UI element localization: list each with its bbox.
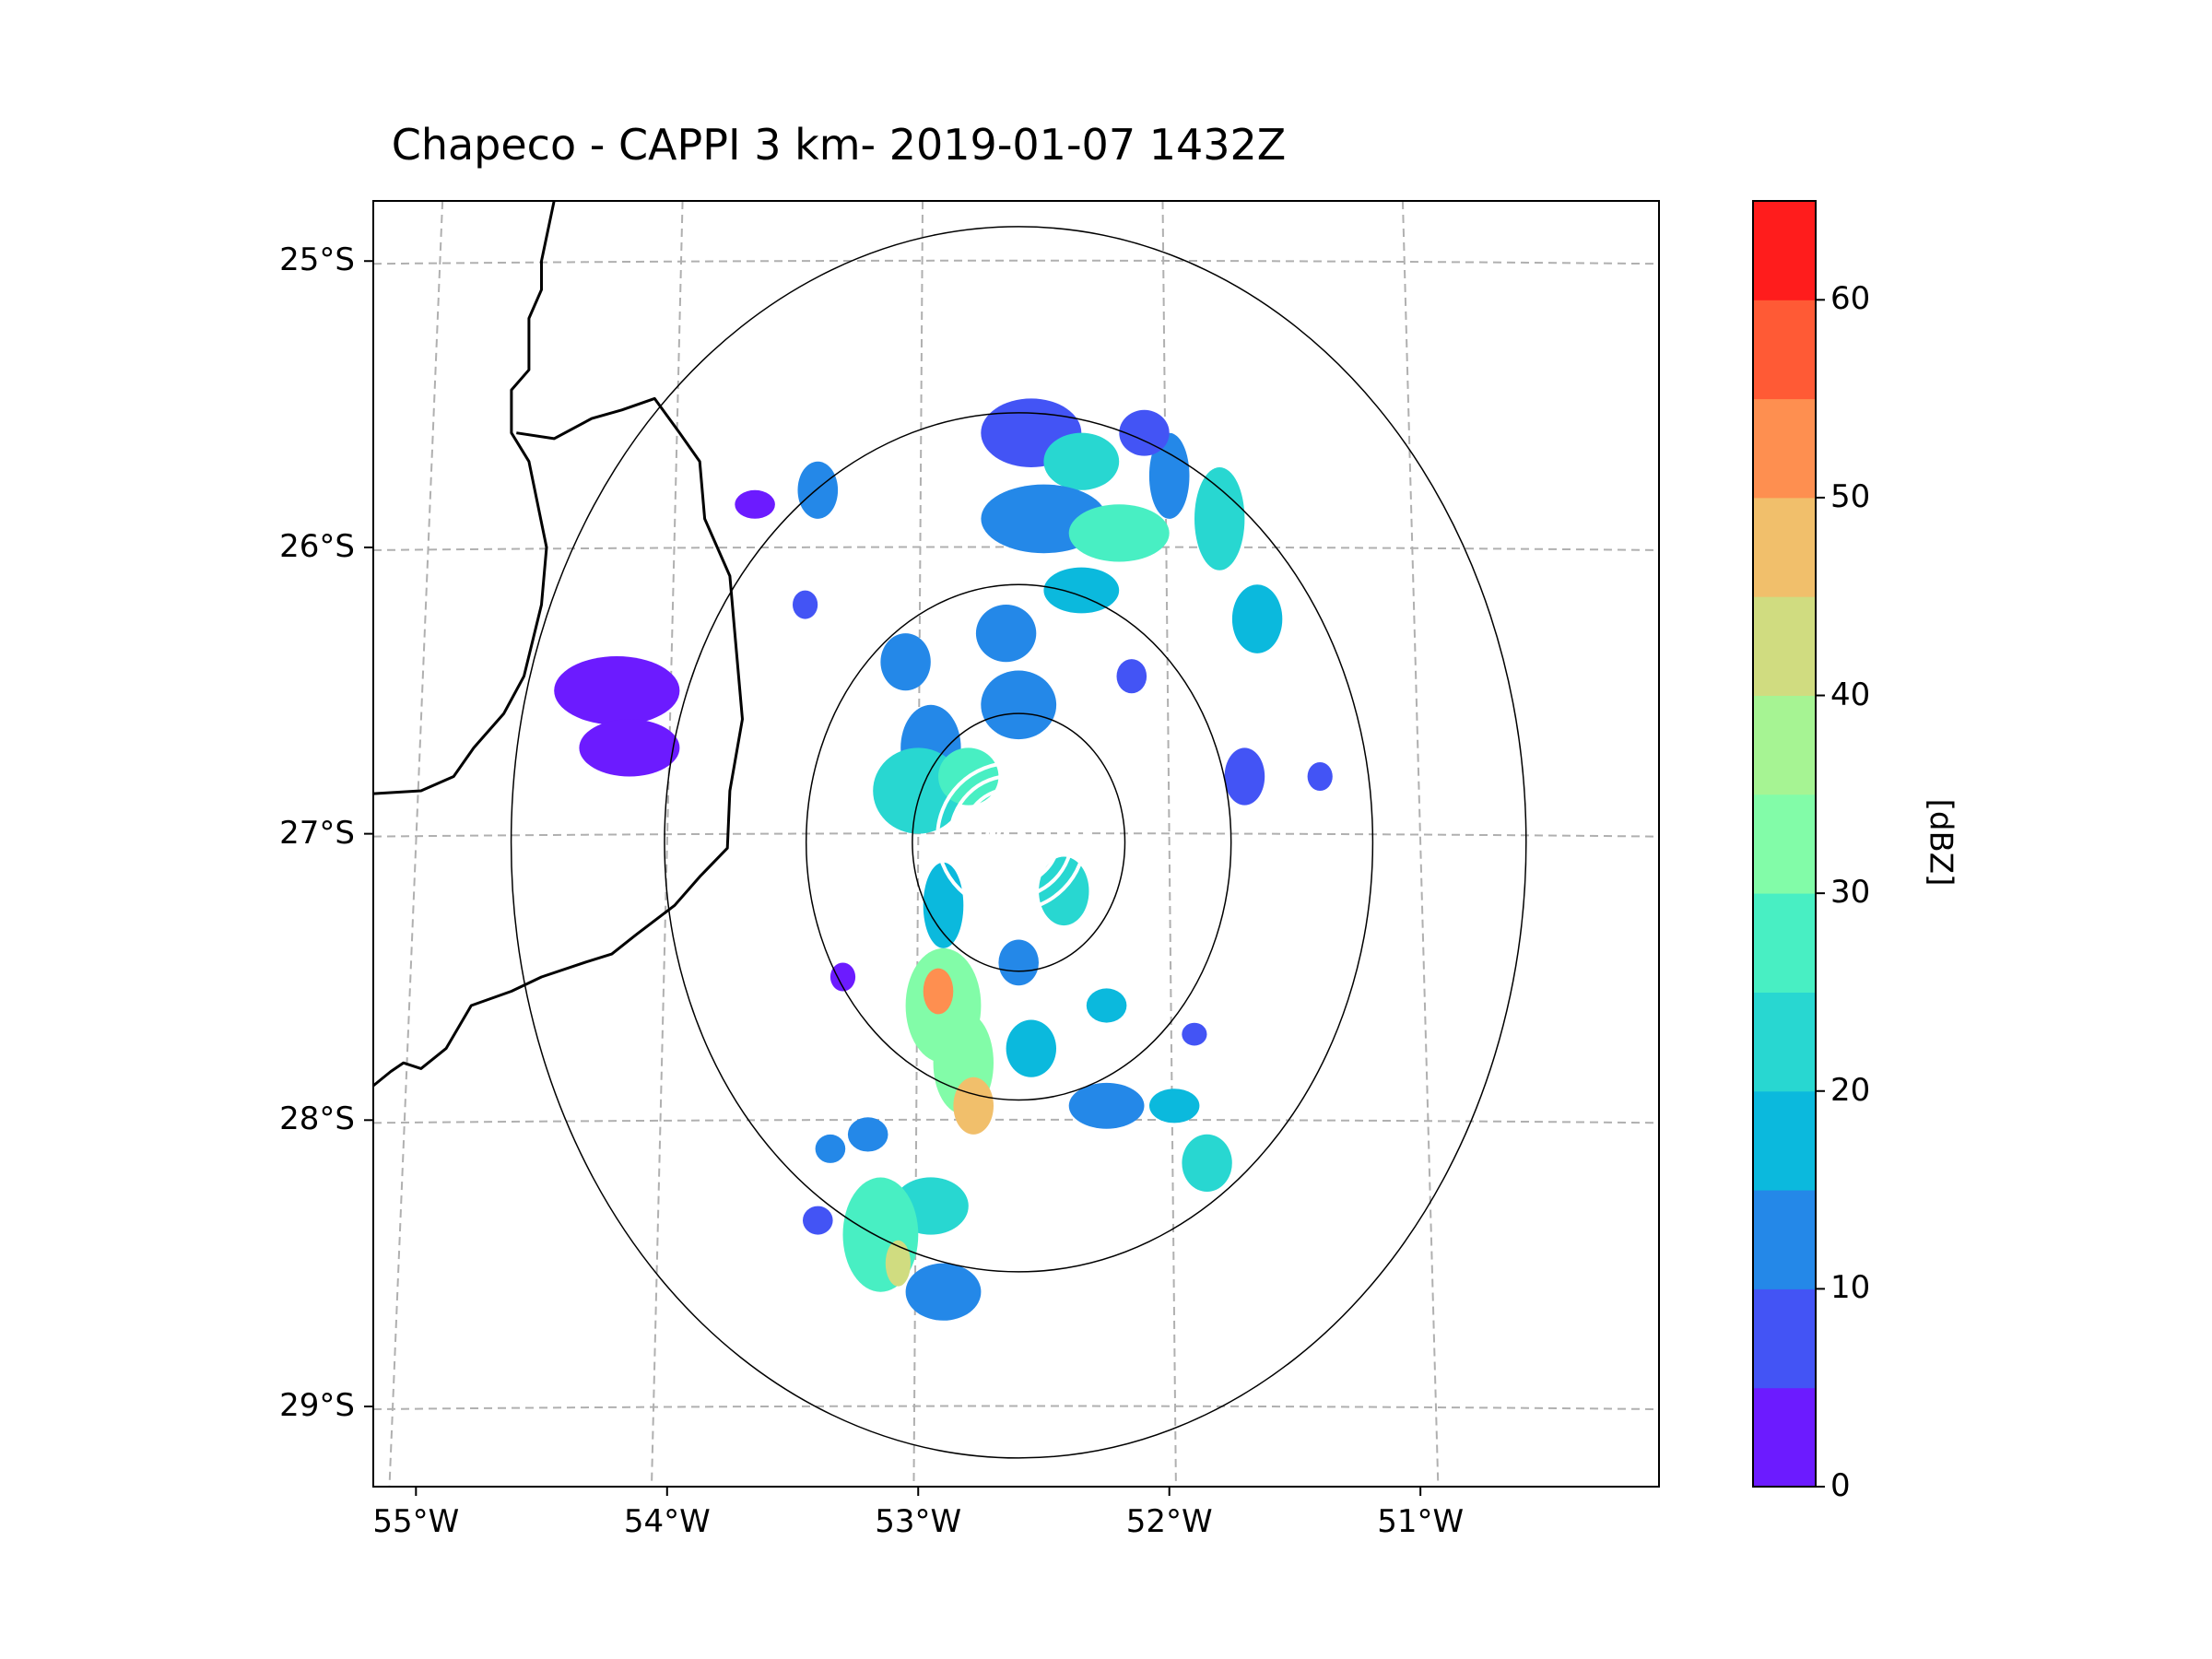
range-ring [805, 583, 1232, 1101]
lat-gridline [373, 259, 1659, 265]
cone-of-silence-ring [985, 810, 1038, 863]
map-frame [372, 200, 1660, 1488]
echo-cell [803, 1206, 833, 1235]
chart-title: Chapeco - CAPPI 3 km- 2019-01-07 1432Z [391, 120, 1287, 170]
colorbar-segment [1753, 893, 1816, 993]
colorbar-segment [1753, 1288, 1816, 1389]
lon-label-52w: 52°W [1125, 1503, 1213, 1540]
lat-gridline [373, 1118, 1659, 1124]
cone-of-silence-ring [935, 760, 1088, 912]
colorbar-frame [1752, 200, 1817, 1488]
lat-gridline [373, 832, 1659, 838]
lon-label-54w: 54°W [623, 1503, 711, 1540]
echo-cell [1043, 432, 1120, 490]
echo-cell [830, 962, 856, 992]
colorbar-segment [1753, 398, 1816, 499]
lon-gridline [1161, 201, 1177, 1487]
colorbar-unit-label: [dBZ] [1922, 798, 1959, 886]
map-background [373, 201, 1659, 1487]
echo-cell [981, 670, 1057, 740]
country-borders [373, 201, 744, 1088]
colorbar-tick-20: 20 [1830, 1071, 1871, 1109]
lon-gridline [388, 201, 444, 1487]
echo-cell [797, 461, 839, 519]
echo-cell [1068, 504, 1170, 562]
colorbar-tick-40: 40 [1830, 676, 1871, 713]
echo-cell [923, 862, 964, 948]
reflectivity-echoes [554, 398, 1333, 1321]
lon-label-51w: 51°W [1377, 1503, 1465, 1540]
axis-ticks [364, 260, 1422, 1496]
colorbar-segment [1753, 695, 1816, 795]
echo-cell [923, 968, 954, 1015]
lon-gridline [1401, 201, 1440, 1487]
range-rings [510, 226, 1527, 1459]
cone-of-silence-ring [961, 786, 1062, 887]
echo-cell [1119, 409, 1170, 456]
cone-of-silence-ring [974, 799, 1049, 874]
echo-cell [579, 719, 680, 777]
colorbar-segment [1753, 300, 1816, 400]
echo-cell [975, 605, 1037, 663]
graticule-gridlines [373, 201, 1659, 1487]
echo-cell [1149, 1088, 1200, 1124]
colorbar-segment [1753, 794, 1816, 894]
echo-cell [1006, 1019, 1057, 1077]
lat-label-26s: 26°S [279, 527, 355, 565]
colorbar-segment [1753, 596, 1816, 696]
colorbar-segment [1753, 1190, 1816, 1289]
colorbar-segment [1753, 1090, 1816, 1191]
lat-label-28s: 28°S [279, 1100, 355, 1138]
echo-cell [1086, 988, 1127, 1023]
lat-label-29s: 29°S [279, 1387, 355, 1424]
colorbar-tick-10: 10 [1830, 1269, 1871, 1307]
echo-cell [1182, 1134, 1232, 1192]
echo-cell [554, 656, 680, 725]
colorbar-segment [1753, 992, 1816, 1092]
echo-cell [1224, 747, 1265, 806]
echo-cell [880, 633, 931, 691]
colorbar-tick-30: 30 [1830, 874, 1871, 912]
colorbar-segment [1753, 1387, 1816, 1488]
echo-cell [1043, 567, 1120, 614]
lat-label-25s: 25°S [279, 241, 355, 279]
colorbar-segment [1753, 201, 1816, 300]
lon-gridline [650, 201, 684, 1487]
echo-cell [1307, 762, 1333, 791]
echo-cell [847, 1117, 888, 1152]
colorbar-segment [1753, 497, 1816, 597]
range-ring [664, 412, 1374, 1273]
border-line [373, 396, 744, 1088]
echo-cell [1182, 1022, 1207, 1046]
colorbar [1752, 200, 1825, 1488]
lon-label-53w: 53°W [875, 1503, 962, 1540]
echo-cell [815, 1134, 846, 1163]
echo-cell [953, 1077, 994, 1135]
lon-label-55w: 55°W [372, 1503, 460, 1540]
echo-cell [1194, 467, 1245, 571]
echo-cell [905, 1263, 982, 1321]
colorbar-tick-50: 50 [1830, 477, 1871, 515]
echo-cell [793, 590, 818, 619]
echo-cell [885, 1240, 912, 1287]
border-line [373, 201, 556, 795]
cone-of-silence-ring [948, 773, 1075, 900]
echo-cell [735, 489, 775, 519]
range-ring [510, 226, 1527, 1459]
colorbar-tick-0: 0 [1830, 1467, 1851, 1504]
echo-cell [1068, 1082, 1145, 1129]
echo-cell [1148, 432, 1190, 519]
lon-gridline [912, 201, 924, 1487]
echo-cell [998, 939, 1039, 986]
lat-label-27s: 27°S [279, 814, 355, 852]
echo-cell [1231, 584, 1283, 653]
colorbar-tick-60: 60 [1830, 280, 1871, 318]
lat-gridline [373, 1405, 1659, 1411]
range-ring [912, 712, 1126, 972]
cone-of-silence-ring [996, 821, 1027, 852]
echo-cell [1116, 659, 1147, 694]
